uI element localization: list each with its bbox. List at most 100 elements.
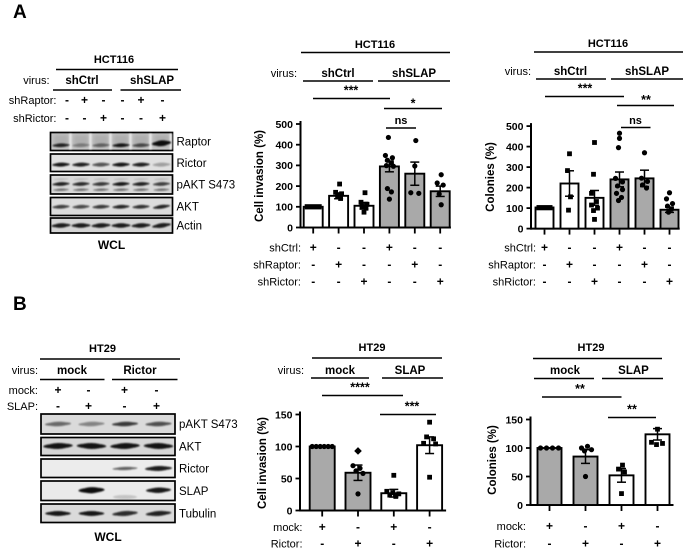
svg-text:HCT116: HCT116 xyxy=(355,39,395,51)
svg-text:+: + xyxy=(354,536,361,550)
svg-text:HCT116: HCT116 xyxy=(588,38,628,50)
svg-text:Raptor: Raptor xyxy=(177,137,212,149)
svg-text:Cell invasion (%): Cell invasion (%) xyxy=(254,130,266,222)
svg-text:-: - xyxy=(593,241,597,255)
svg-text:-: - xyxy=(362,258,366,272)
svg-text:SLAP: SLAP xyxy=(395,365,426,377)
svg-text:500: 500 xyxy=(506,121,524,133)
svg-text:+: + xyxy=(360,275,367,289)
svg-text:shRaptor:: shRaptor: xyxy=(253,260,301,272)
svg-text:-: - xyxy=(392,536,396,550)
svg-text:***: *** xyxy=(578,82,593,96)
svg-text:WCL: WCL xyxy=(94,530,121,544)
svg-text:400: 400 xyxy=(506,141,524,153)
svg-text:shSLAP: shSLAP xyxy=(392,68,436,80)
svg-text:400: 400 xyxy=(275,140,293,152)
svg-text:-: - xyxy=(311,258,315,272)
svg-text:500: 500 xyxy=(275,119,293,131)
svg-text:100: 100 xyxy=(275,202,293,214)
svg-text:-: - xyxy=(593,258,597,272)
svg-text:+: + xyxy=(616,241,623,255)
svg-text:Colonies (%): Colonies (%) xyxy=(485,142,497,212)
svg-text:HT29: HT29 xyxy=(89,343,116,355)
svg-text:AKT: AKT xyxy=(177,202,199,214)
svg-text:WCL: WCL xyxy=(98,238,125,252)
svg-text:-: - xyxy=(668,258,672,272)
svg-text:mock:: mock: xyxy=(9,385,38,397)
svg-text:-: - xyxy=(337,241,341,255)
svg-text:-: - xyxy=(413,275,417,289)
svg-text:+: + xyxy=(641,258,648,272)
svg-text:-: - xyxy=(83,111,87,125)
svg-text:0: 0 xyxy=(517,500,523,512)
svg-text:shRaptor:: shRaptor: xyxy=(9,95,57,107)
svg-text:200: 200 xyxy=(506,182,524,194)
svg-text:mock:: mock: xyxy=(497,521,526,533)
svg-text:shSLAP: shSLAP xyxy=(130,75,174,87)
svg-text:+: + xyxy=(386,241,393,255)
svg-text:**: ** xyxy=(627,403,637,417)
svg-text:+: + xyxy=(566,258,573,272)
svg-text:shRictor:: shRictor: xyxy=(258,277,301,289)
svg-text:shRictor:: shRictor: xyxy=(13,113,56,125)
svg-text:virus:: virus: xyxy=(23,75,49,87)
svg-text:150: 150 xyxy=(505,414,523,426)
svg-text:virus:: virus: xyxy=(12,365,38,377)
svg-text:50: 50 xyxy=(511,471,523,483)
svg-text:+: + xyxy=(426,536,433,550)
svg-text:Actin: Actin xyxy=(177,221,203,233)
svg-text:100: 100 xyxy=(505,443,523,455)
svg-text:-: - xyxy=(387,258,391,272)
svg-text:-: - xyxy=(413,241,417,255)
svg-text:-: - xyxy=(139,111,143,125)
svg-text:shCtrl:: shCtrl: xyxy=(504,243,536,255)
svg-text:SLAP: SLAP xyxy=(179,486,209,498)
svg-text:-: - xyxy=(87,383,91,397)
svg-text:+: + xyxy=(137,93,144,107)
svg-text:-: - xyxy=(362,241,366,255)
svg-text:-: - xyxy=(543,258,547,272)
svg-text:***: *** xyxy=(344,84,359,98)
svg-text:pAKT S473: pAKT S473 xyxy=(179,419,238,431)
svg-text:ns: ns xyxy=(629,115,642,127)
svg-text:+: + xyxy=(666,275,673,289)
svg-text:+: + xyxy=(390,520,397,534)
svg-text:***: *** xyxy=(405,400,420,414)
svg-text:-: - xyxy=(161,93,165,107)
svg-text:0: 0 xyxy=(287,505,293,517)
svg-text:+: + xyxy=(335,258,342,272)
svg-text:-: - xyxy=(620,537,624,550)
svg-text:-: - xyxy=(337,275,341,289)
svg-text:-: - xyxy=(643,241,647,255)
svg-text:virus:: virus: xyxy=(271,68,297,80)
svg-text:Rictor:: Rictor: xyxy=(494,539,526,550)
svg-text:+: + xyxy=(437,275,444,289)
svg-text:-: - xyxy=(656,519,660,533)
svg-text:+: + xyxy=(618,519,625,533)
svg-text:-: - xyxy=(438,258,442,272)
svg-text:Rictor: Rictor xyxy=(123,365,157,377)
svg-text:+: + xyxy=(546,519,553,533)
svg-text:*: * xyxy=(411,97,416,111)
svg-text:shCtrl: shCtrl xyxy=(554,66,587,78)
svg-text:-: - xyxy=(438,241,442,255)
svg-text:-: - xyxy=(123,399,127,413)
svg-text:SLAP: SLAP xyxy=(618,365,649,377)
svg-text:-: - xyxy=(320,536,324,550)
svg-text:+: + xyxy=(411,258,418,272)
svg-text:-: - xyxy=(121,93,125,107)
svg-text:-: - xyxy=(65,93,69,107)
svg-text:+: + xyxy=(54,383,61,397)
svg-text:-: - xyxy=(155,383,159,397)
svg-text:-: - xyxy=(428,520,432,534)
svg-text:-: - xyxy=(121,111,125,125)
svg-text:Tubulin: Tubulin xyxy=(179,508,216,520)
svg-text:-: - xyxy=(643,275,647,289)
svg-text:0: 0 xyxy=(287,222,293,234)
svg-text:300: 300 xyxy=(275,160,293,172)
svg-text:+: + xyxy=(541,241,548,255)
svg-text:mock: mock xyxy=(550,365,581,377)
svg-text:-: - xyxy=(311,275,315,289)
svg-text:mock: mock xyxy=(325,365,356,377)
svg-text:**: ** xyxy=(575,382,585,396)
